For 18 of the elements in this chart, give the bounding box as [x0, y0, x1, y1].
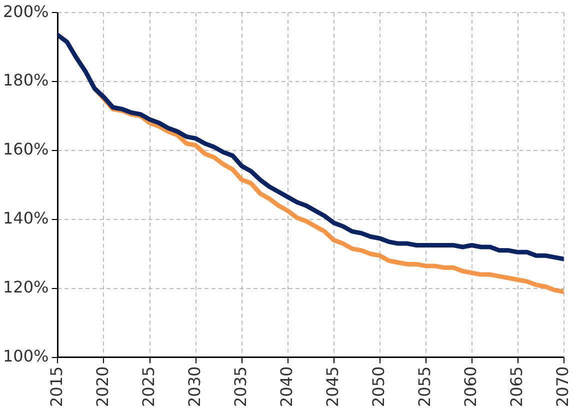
x-tick-label: 2060 [460, 366, 480, 407]
y-tick-label: 180% [2, 70, 49, 90]
y-tick-label: 100% [2, 346, 49, 366]
x-tick-label: 2045 [322, 366, 342, 407]
x-tick-label: 2070 [552, 366, 572, 407]
y-tick-label: 160% [2, 140, 49, 159]
y-tick-label: 200% [2, 2, 49, 21]
x-tick-label: 2040 [276, 366, 296, 407]
y-tick-label: 120% [2, 278, 49, 296]
x-tick-label: 2015 [46, 366, 66, 407]
x-tick-label: 2020 [92, 366, 112, 407]
x-tick-label: 2050 [368, 366, 388, 407]
x-tick-label: 2055 [414, 366, 434, 407]
x-tick-label: 2065 [506, 366, 526, 407]
x-tick-label: 2030 [184, 366, 204, 407]
x-tick-label: 2035 [230, 366, 250, 407]
y-tick-label: 140% [2, 208, 49, 228]
x-tick-label: 2025 [138, 366, 158, 407]
